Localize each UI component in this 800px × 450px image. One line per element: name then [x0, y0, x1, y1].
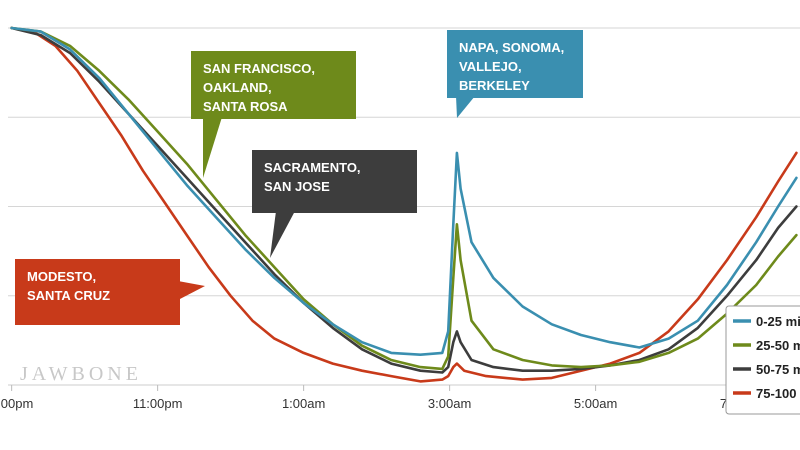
callout-pointer	[456, 96, 475, 118]
callout-75-100-miles: MODESTO, SANTA CRUZ	[15, 259, 205, 325]
callout-50-75-miles: SACRAMENTO, SAN JOSE	[252, 150, 417, 258]
callout-pointer	[270, 211, 295, 258]
watermark-layer: JAWBONE	[20, 363, 142, 385]
series-line-25-50-miles	[10, 26, 798, 371]
callout-text-line: NAPA, SONOMA,	[459, 40, 564, 55]
callout-text-line: VALLEJO,	[459, 59, 522, 74]
callout-text-line: MODESTO,	[27, 269, 96, 284]
x-tick-label-3: 3:00am	[428, 396, 471, 411]
callout-text-line: SACRAMENTO,	[264, 160, 361, 175]
legend-label-75-100-miles: 75-100 miles	[756, 386, 800, 401]
callout-0-25-miles: NAPA, SONOMA, VALLEJO, BERKELEY	[447, 30, 583, 118]
callout-box	[191, 51, 356, 119]
series-line-50-75-miles	[10, 26, 798, 374]
annotation-layer: SAN FRANCISCO, OAKLAND, SANTA ROSA NAPA, SO…	[15, 30, 583, 325]
jawbone-watermark: JAWBONE	[20, 363, 142, 385]
series-line-0-25-miles	[10, 26, 798, 356]
callout-box	[252, 150, 417, 213]
callout-text-line: SANTA ROSA	[203, 99, 288, 114]
callout-text-line: SAN JOSE	[264, 179, 330, 194]
callout-text-line: SAN FRANCISCO,	[203, 61, 315, 76]
callout-box	[447, 30, 583, 98]
x-tick-label-1: 11:00pm	[133, 396, 183, 411]
callout-text-line: OAKLAND,	[203, 80, 272, 95]
callout-text-line: SANTA CRUZ	[27, 288, 110, 303]
legend-box	[725, 305, 800, 415]
callout-box	[15, 259, 180, 325]
callout-pointer	[203, 117, 222, 178]
legend-label-0-25-miles: 0-25 miles	[756, 314, 800, 329]
callout-25-50-miles: SAN FRANCISCO, OAKLAND, SANTA ROSA	[191, 51, 356, 178]
x-tick-label-0: 9:00pm	[0, 396, 33, 411]
x-tick-label-2: 1:00am	[282, 396, 325, 411]
callout-text-line: BERKELEY	[459, 78, 530, 93]
series-layer	[10, 26, 798, 383]
legend-label-25-50-miles: 25-50 miles	[756, 338, 800, 353]
legend-label-50-75-miles: 50-75 miles	[756, 362, 800, 377]
callout-pointer	[178, 281, 205, 300]
x-tick-label-4: 5:00am	[574, 396, 617, 411]
legend: 0-25 miles 25-50 miles 50-75 miles 75-100 m…	[725, 305, 800, 415]
